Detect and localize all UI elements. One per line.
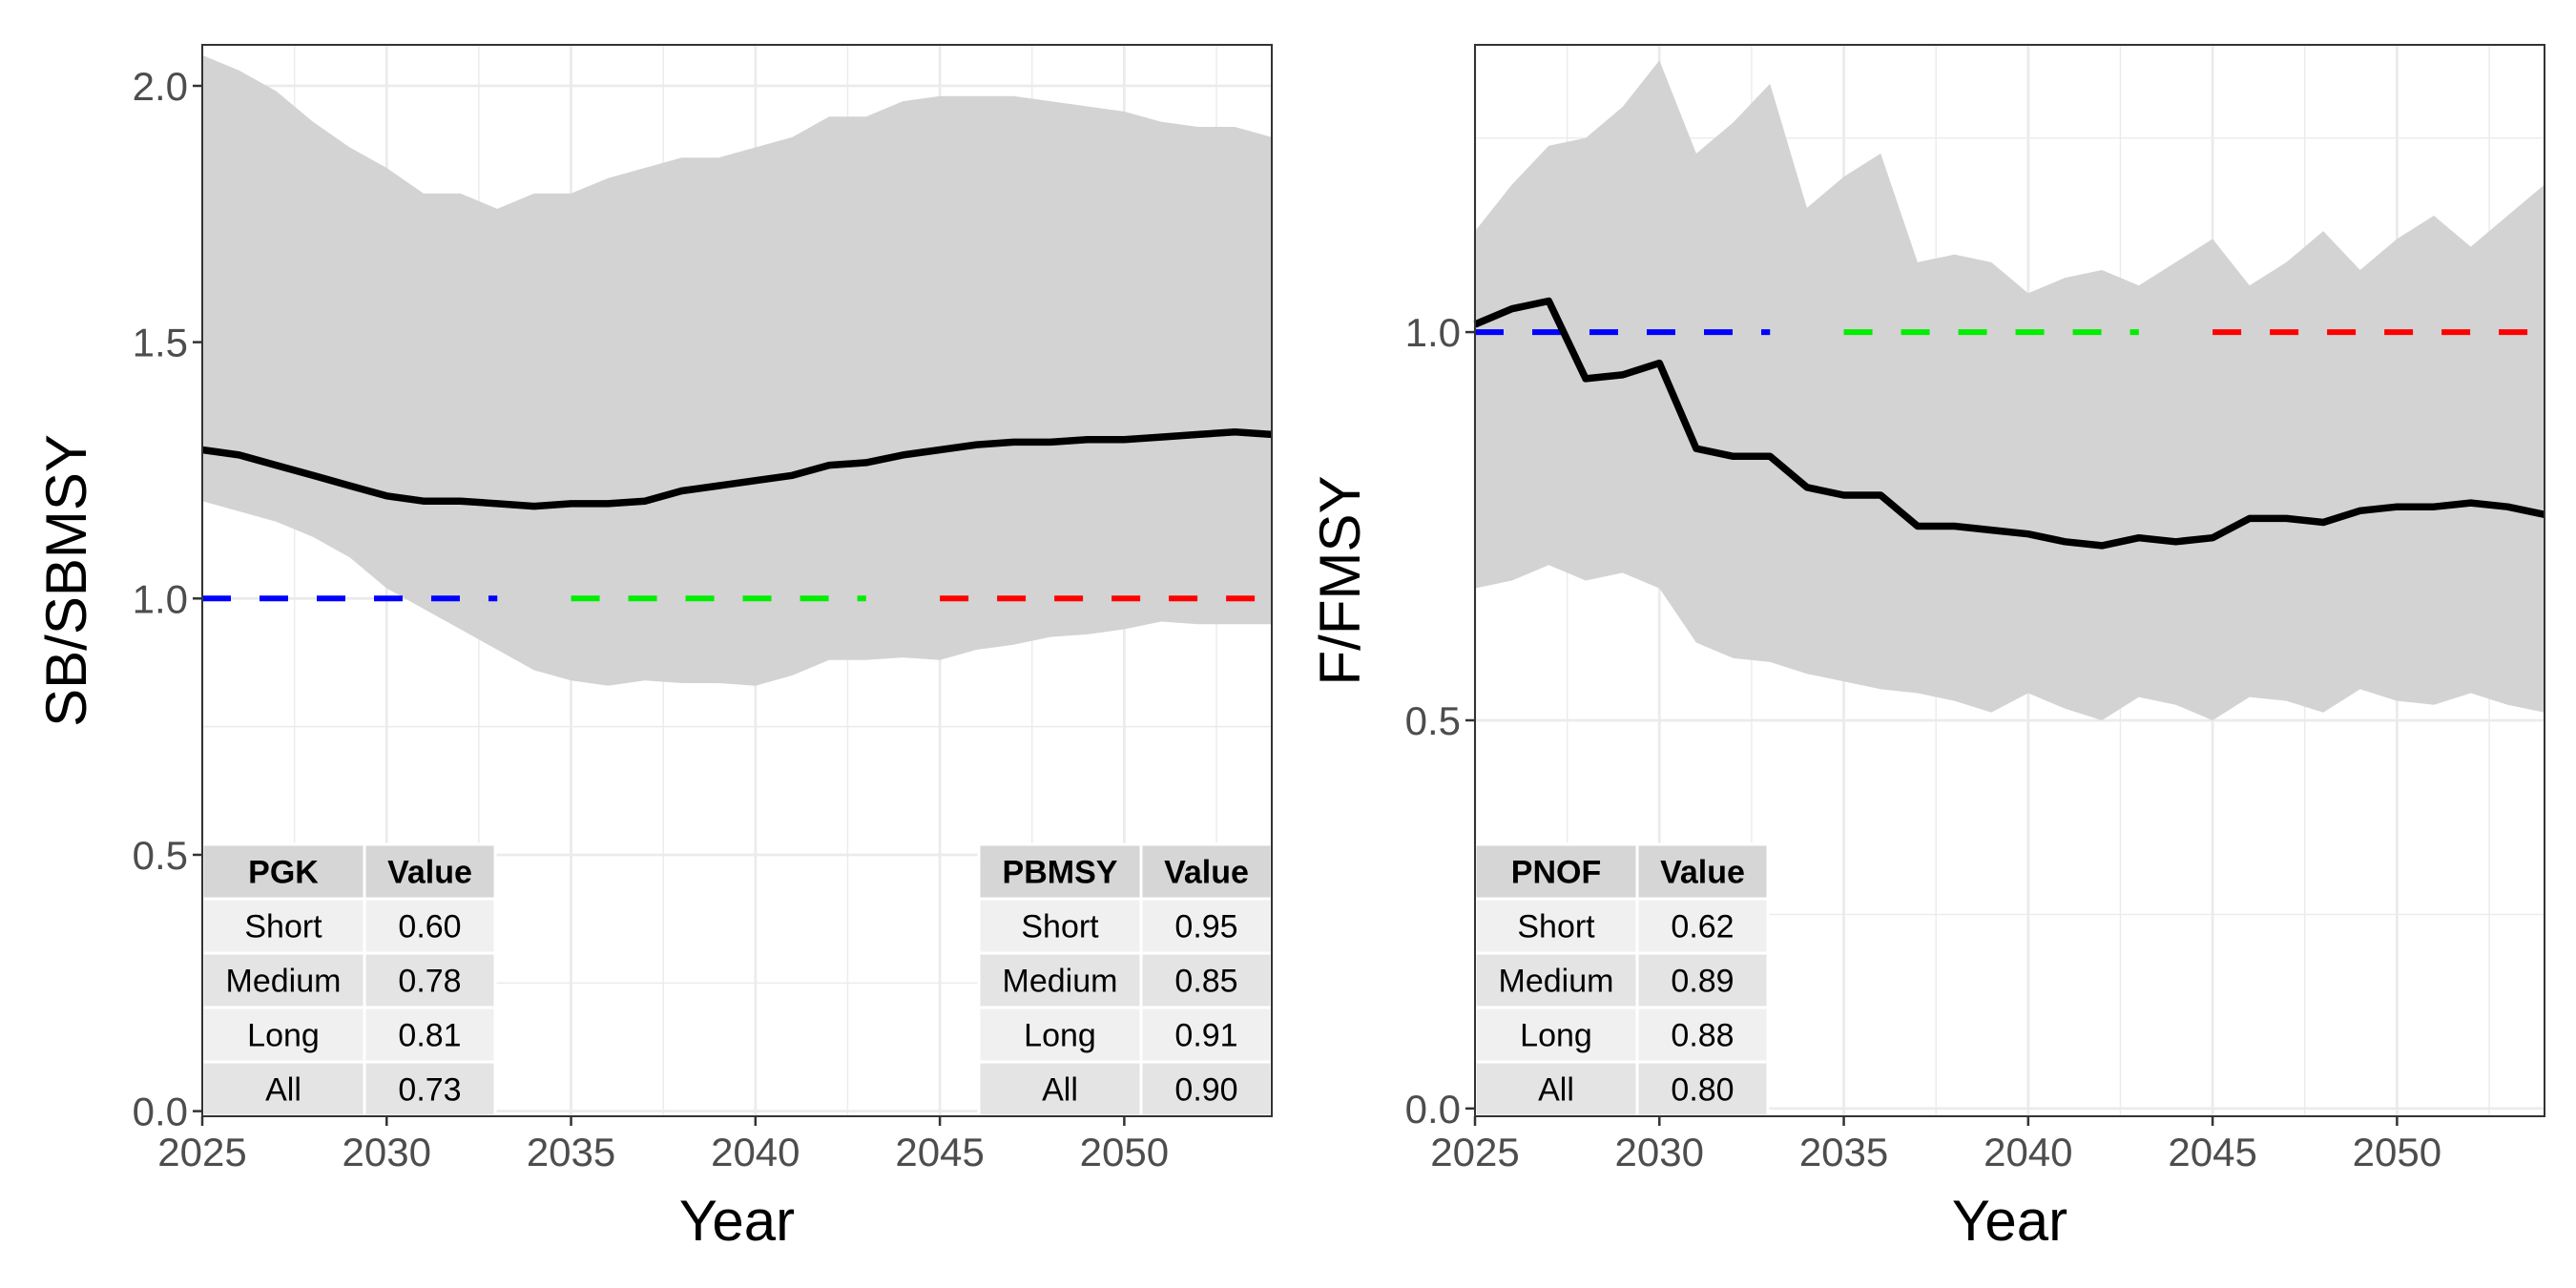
y-tick-label: 0.0	[1405, 1087, 1461, 1132]
x-tick-label: 2045	[2168, 1130, 2256, 1174]
table-cell	[363, 951, 497, 1009]
table-header-label: PBMSY	[1003, 855, 1118, 891]
table-row-label: Short	[1517, 909, 1595, 945]
table-row-value: 0.85	[1174, 964, 1237, 1000]
table-row-value: 0.62	[1671, 909, 1734, 945]
table-row-label: Medium	[1003, 964, 1118, 1000]
table-row-label: Long	[1520, 1018, 1592, 1054]
table-cell	[1139, 897, 1274, 955]
table-row-value: 0.81	[398, 1018, 461, 1054]
median-line	[1473, 297, 2545, 550]
y-tick-label: 0.5	[133, 833, 188, 878]
table-cell	[1473, 1006, 1639, 1064]
median-line	[201, 427, 1273, 510]
x-tick-label: 2050	[2353, 1130, 2441, 1174]
stats-table-pnof: PNOF Value Short 0.62 Medium 0.89 Long 0.88 All 0…	[1473, 842, 1770, 1118]
x-tick-label: 2040	[1984, 1130, 2072, 1174]
table-header-cell	[363, 842, 497, 901]
table-cell	[1635, 1006, 1770, 1064]
table-cell	[1635, 897, 1770, 955]
table-cell	[200, 897, 366, 955]
x-tick-label: 2040	[711, 1130, 800, 1174]
table-cell	[1635, 951, 1770, 1009]
y-axis-title: F/FMSY	[1308, 476, 1372, 686]
table-row-label: All	[1042, 1072, 1078, 1109]
table-row-value: 0.90	[1174, 1072, 1237, 1109]
table-row-label: All	[265, 1072, 301, 1109]
table-header-label: PGK	[248, 855, 319, 891]
x-axis-title: Year	[1952, 1189, 2067, 1253]
x-tick-label: 2050	[1080, 1130, 1169, 1174]
stats-table-pgk: PGK Value Short 0.60 Medium 0.78 Long 0.81 All 0.…	[200, 842, 497, 1118]
table-row-value: 0.95	[1174, 909, 1237, 945]
table-cell	[1635, 1060, 1770, 1118]
uncertainty-band	[1475, 60, 2545, 721]
table-row-label: Long	[1024, 1018, 1096, 1054]
x-axis-title: Year	[679, 1189, 795, 1253]
table-row-value: 0.60	[398, 909, 461, 945]
x-tick-label: 2030	[343, 1130, 431, 1174]
table-row-label: Short	[1021, 909, 1099, 945]
table-cell	[363, 1060, 497, 1118]
table-cell	[977, 1006, 1143, 1064]
y-tick-label: 0.0	[133, 1090, 188, 1134]
table-header-label: Value	[387, 855, 472, 891]
uncertainty-band	[202, 54, 1272, 686]
panel-border	[201, 44, 1273, 1117]
table-row-value: 0.89	[1671, 964, 1734, 1000]
stats-table-pbmsy: PBMSY Value Short 0.95 Medium 0.85 Long 0.91 All…	[977, 842, 1274, 1118]
table-row-label: Medium	[1499, 964, 1614, 1000]
y-tick-label: 1.0	[133, 576, 188, 621]
table-cell	[200, 951, 366, 1009]
sb-sbmsy-panel: PGK Value Short 0.60 Medium 0.78 Long 0.81 All 0.…	[34, 44, 1274, 1253]
table-header-cell	[977, 842, 1143, 901]
table-cell	[1139, 1060, 1274, 1118]
y-tick-label: 1.0	[1405, 310, 1461, 355]
table-header-label: Value	[1164, 855, 1249, 891]
table-row-label: All	[1538, 1072, 1574, 1109]
table-header-label: PNOF	[1511, 855, 1601, 891]
y-tick-label: 1.5	[133, 321, 188, 365]
y-axis-title: SB/SBMSY	[34, 434, 98, 727]
table-row-value: 0.73	[398, 1072, 461, 1109]
table-row-label: Long	[247, 1018, 320, 1054]
x-tick-label: 2035	[1799, 1130, 1888, 1174]
table-cell	[1473, 1060, 1639, 1118]
table-cell	[1139, 951, 1274, 1009]
table-cell	[363, 1006, 497, 1064]
panel-border	[1474, 44, 2545, 1117]
table-header-cell	[1635, 842, 1770, 901]
y-tick-label: 2.0	[133, 64, 188, 109]
y-tick-label: 0.5	[1405, 698, 1461, 743]
f-fmsy-panel: PNOF Value Short 0.62 Medium 0.89 Long 0.88 All 0…	[1308, 44, 2545, 1253]
table-row-value: 0.78	[398, 964, 461, 1000]
table-header-label: Value	[1660, 855, 1745, 891]
table-row-value: 0.88	[1671, 1018, 1734, 1054]
x-tick-label: 2030	[1615, 1130, 1704, 1174]
table-row-label: Short	[244, 909, 322, 945]
x-tick-label: 2035	[527, 1130, 615, 1174]
table-row-label: Medium	[226, 964, 342, 1000]
x-tick-label: 2025	[1430, 1130, 1519, 1174]
x-tick-label: 2025	[157, 1130, 246, 1174]
x-tick-label: 2045	[895, 1130, 984, 1174]
table-row-value: 0.80	[1671, 1072, 1734, 1109]
table-row-value: 0.91	[1174, 1018, 1237, 1054]
